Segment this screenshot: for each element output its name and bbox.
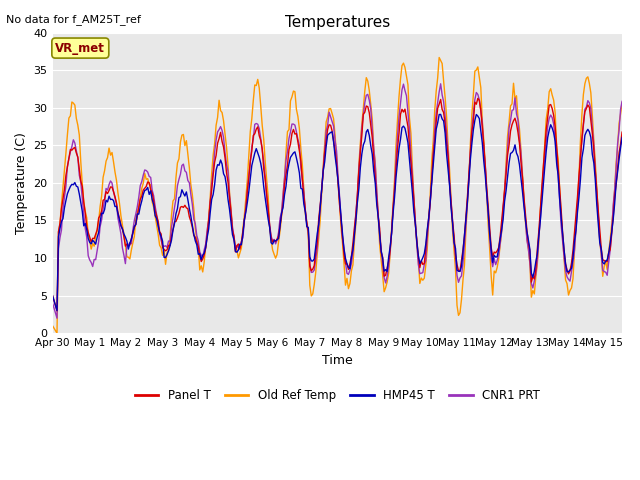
Title: Temperatures: Temperatures <box>285 15 390 30</box>
Text: VR_met: VR_met <box>56 42 105 55</box>
Text: No data for f_AM25T_ref: No data for f_AM25T_ref <box>6 14 141 25</box>
X-axis label: Time: Time <box>322 354 353 367</box>
Legend: Panel T, Old Ref Temp, HMP45 T, CNR1 PRT: Panel T, Old Ref Temp, HMP45 T, CNR1 PRT <box>130 384 545 407</box>
Y-axis label: Temperature (C): Temperature (C) <box>15 132 28 234</box>
